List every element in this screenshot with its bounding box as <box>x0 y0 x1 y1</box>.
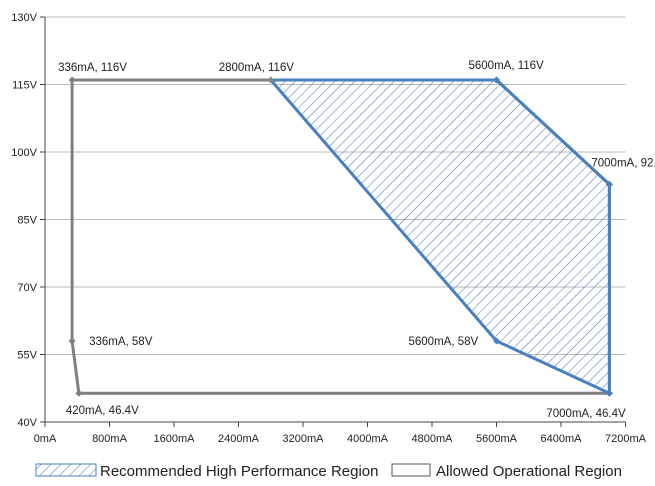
x-tick-label: 4800mA <box>412 433 454 445</box>
x-tick-label: 5600mA <box>476 433 518 445</box>
recommended-region-fill <box>270 80 610 394</box>
x-tick-label: 0mA <box>34 433 57 445</box>
x-tick-label: 2400mA <box>218 433 260 445</box>
y-tick-label: 130V <box>11 12 37 24</box>
point-label: 336mA, 58V <box>89 336 153 348</box>
allowed-point-marker <box>68 76 76 84</box>
recommended-point-marker <box>493 76 500 84</box>
x-tick-label: 1600mA <box>154 433 196 445</box>
point-label: 5600mA, 116V <box>469 60 545 72</box>
legend-swatch-allowed <box>391 463 431 477</box>
y-tick-label: 115V <box>12 80 38 92</box>
x-tick-label: 7200mA <box>605 433 647 445</box>
point-label: 2800mA, 116V <box>219 62 295 74</box>
legend-swatch-recommended <box>35 463 97 477</box>
y-tick-label: 100V <box>11 147 37 159</box>
y-tick-label: 55V <box>17 350 37 362</box>
x-tick-label: 6400mA <box>541 433 583 445</box>
allowed-point-marker <box>75 389 83 397</box>
point-labels: 336mA, 116V 420mA, 46.4V 336mA, 58V 2800mA,… <box>58 60 655 420</box>
recommended-point-marker <box>605 180 613 188</box>
x-tick-label: 4000mA <box>347 433 389 445</box>
y-tick-label: 85V <box>17 215 37 227</box>
point-label: 420mA, 46.4V <box>66 405 139 417</box>
x-tick-label: 3200mA <box>283 433 325 445</box>
recommended-point-marker <box>267 76 275 84</box>
legend-label-allowed: Allowed Operational Region <box>436 463 622 480</box>
series-layer <box>68 76 613 397</box>
point-label: 7000mA, 92.8V <box>591 157 655 169</box>
legend-label-recommended: Recommended High Performance Region <box>100 463 378 480</box>
axes: 40V 55V 70V 85V 100V 115V 130V 0mA 800mA 1600mA 24… <box>11 12 646 445</box>
point-label: 336mA, 116V <box>58 62 127 74</box>
point-label: 7000mA, 46.4V <box>546 408 626 420</box>
legend: Recommended High Performance Region Allow… <box>35 463 622 480</box>
allowed-point-marker <box>68 337 76 345</box>
y-tick-label: 70V <box>17 282 37 294</box>
recommended-region-outline <box>269 78 611 395</box>
point-label: 5600mA, 58V <box>409 336 479 348</box>
recommended-point-marker <box>493 337 500 345</box>
y-tick-label: 40V <box>17 417 37 429</box>
recommended-point-marker <box>605 389 613 397</box>
x-tick-label: 800mA <box>92 433 128 445</box>
